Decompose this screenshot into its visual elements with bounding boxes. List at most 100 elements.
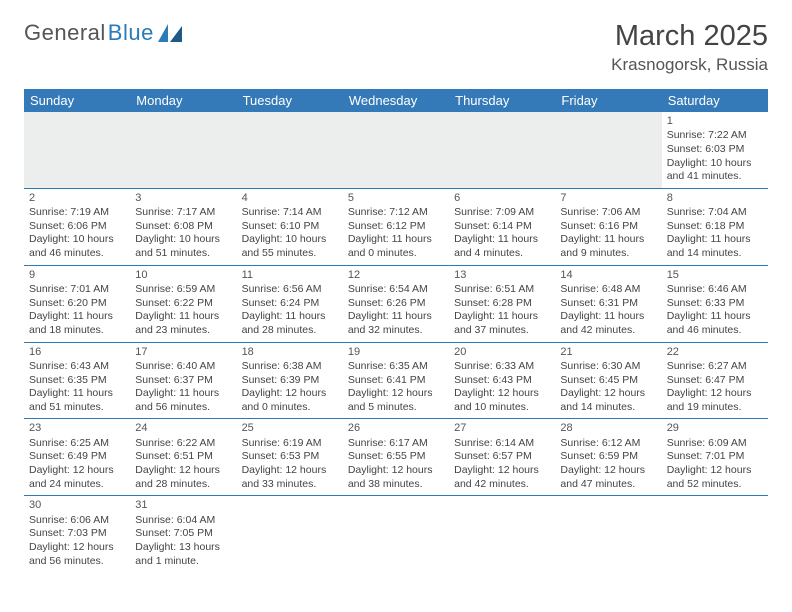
day-detail: Sunset: 6:22 PM xyxy=(135,297,231,311)
day-detail: Sunrise: 6:38 AM xyxy=(242,360,338,374)
day-detail: and 4 minutes. xyxy=(454,247,550,261)
calendar-cell: 27Sunrise: 6:14 AMSunset: 6:57 PMDayligh… xyxy=(449,419,555,496)
day-detail: Daylight: 12 hours xyxy=(348,387,444,401)
day-detail: and 19 minutes. xyxy=(667,401,763,415)
day-detail: Sunrise: 6:09 AM xyxy=(667,437,763,451)
day-detail: Sunset: 6:35 PM xyxy=(29,374,125,388)
day-detail: and 42 minutes. xyxy=(560,324,656,338)
day-detail: Sunset: 6:57 PM xyxy=(454,450,550,464)
day-detail: Daylight: 12 hours xyxy=(667,387,763,401)
day-detail: Daylight: 11 hours xyxy=(348,310,444,324)
day-detail: Sunset: 7:05 PM xyxy=(135,527,231,541)
day-detail: Daylight: 12 hours xyxy=(242,387,338,401)
day-detail: Daylight: 12 hours xyxy=(135,464,231,478)
calendar-cell xyxy=(449,112,555,188)
day-detail: Daylight: 12 hours xyxy=(242,464,338,478)
calendar-cell: 3Sunrise: 7:17 AMSunset: 6:08 PMDaylight… xyxy=(130,188,236,265)
calendar-cell: 21Sunrise: 6:30 AMSunset: 6:45 PMDayligh… xyxy=(555,342,661,419)
day-detail: and 28 minutes. xyxy=(242,324,338,338)
day-detail: Daylight: 12 hours xyxy=(454,387,550,401)
day-detail: Daylight: 11 hours xyxy=(348,233,444,247)
logo-name: General xyxy=(24,20,106,46)
day-detail: Sunrise: 6:06 AM xyxy=(29,514,125,528)
day-number: 12 xyxy=(348,268,444,282)
day-detail: Sunrise: 6:14 AM xyxy=(454,437,550,451)
day-number: 7 xyxy=(560,191,656,205)
day-number: 31 xyxy=(135,498,231,512)
calendar-cell: 26Sunrise: 6:17 AMSunset: 6:55 PMDayligh… xyxy=(343,419,449,496)
day-detail: Sunset: 6:33 PM xyxy=(667,297,763,311)
day-detail: and 51 minutes. xyxy=(29,401,125,415)
day-detail: Sunrise: 6:35 AM xyxy=(348,360,444,374)
day-detail: Daylight: 10 hours xyxy=(242,233,338,247)
day-detail: Sunrise: 7:12 AM xyxy=(348,206,444,220)
day-detail: Daylight: 11 hours xyxy=(454,310,550,324)
day-detail: Daylight: 12 hours xyxy=(560,387,656,401)
day-detail: and 0 minutes. xyxy=(348,247,444,261)
day-detail: Sunrise: 6:22 AM xyxy=(135,437,231,451)
day-detail: and 18 minutes. xyxy=(29,324,125,338)
day-number: 16 xyxy=(29,345,125,359)
day-detail: Sunset: 6:26 PM xyxy=(348,297,444,311)
calendar-cell: 9Sunrise: 7:01 AMSunset: 6:20 PMDaylight… xyxy=(24,265,130,342)
day-detail: and 37 minutes. xyxy=(454,324,550,338)
day-detail: Sunset: 6:14 PM xyxy=(454,220,550,234)
day-detail: Daylight: 12 hours xyxy=(667,464,763,478)
day-detail: Sunset: 6:37 PM xyxy=(135,374,231,388)
day-detail: and 46 minutes. xyxy=(29,247,125,261)
calendar-cell: 2Sunrise: 7:19 AMSunset: 6:06 PMDaylight… xyxy=(24,188,130,265)
day-number: 14 xyxy=(560,268,656,282)
day-detail: and 47 minutes. xyxy=(560,478,656,492)
day-detail: Sunset: 6:10 PM xyxy=(242,220,338,234)
calendar-table: SundayMondayTuesdayWednesdayThursdayFrid… xyxy=(24,89,768,572)
day-number: 13 xyxy=(454,268,550,282)
calendar-cell: 23Sunrise: 6:25 AMSunset: 6:49 PMDayligh… xyxy=(24,419,130,496)
day-detail: Sunset: 6:03 PM xyxy=(667,143,763,157)
day-detail: and 23 minutes. xyxy=(135,324,231,338)
day-detail: and 41 minutes. xyxy=(667,170,763,184)
calendar-cell xyxy=(662,496,768,572)
day-detail: Sunset: 6:20 PM xyxy=(29,297,125,311)
day-detail: Sunset: 6:41 PM xyxy=(348,374,444,388)
day-detail: and 42 minutes. xyxy=(454,478,550,492)
calendar-week: 16Sunrise: 6:43 AMSunset: 6:35 PM Dayligh… xyxy=(24,342,768,419)
calendar-cell: 31Sunrise: 6:04 AMSunset: 7:05 PMDayligh… xyxy=(130,496,236,572)
day-number: 8 xyxy=(667,191,763,205)
day-detail: Sunset: 6:43 PM xyxy=(454,374,550,388)
day-detail: Sunset: 7:03 PM xyxy=(29,527,125,541)
day-detail: and 14 minutes. xyxy=(560,401,656,415)
day-detail: Daylight: 12 hours xyxy=(560,464,656,478)
day-detail: Sunrise: 6:51 AM xyxy=(454,283,550,297)
day-detail: Sunset: 6:18 PM xyxy=(667,220,763,234)
calendar-cell: 5Sunrise: 7:12 AMSunset: 6:12 PMDaylight… xyxy=(343,188,449,265)
day-number: 10 xyxy=(135,268,231,282)
calendar-cell: 22Sunrise: 6:27 AMSunset: 6:47 PMDayligh… xyxy=(662,342,768,419)
day-detail: Sunrise: 7:06 AM xyxy=(560,206,656,220)
day-detail: Daylight: 11 hours xyxy=(135,387,231,401)
day-header: Monday xyxy=(130,89,236,112)
day-detail: Sunrise: 6:27 AM xyxy=(667,360,763,374)
day-number: 30 xyxy=(29,498,125,512)
day-header: Thursday xyxy=(449,89,555,112)
calendar-cell: 18Sunrise: 6:38 AMSunset: 6:39 PMDayligh… xyxy=(237,342,343,419)
calendar-cell xyxy=(237,112,343,188)
day-detail: and 46 minutes. xyxy=(667,324,763,338)
day-detail: Sunrise: 6:30 AM xyxy=(560,360,656,374)
day-detail: Daylight: 11 hours xyxy=(560,310,656,324)
day-detail: and 1 minute. xyxy=(135,555,231,569)
day-detail: Sunset: 6:12 PM xyxy=(348,220,444,234)
day-detail: Sunrise: 7:19 AM xyxy=(29,206,125,220)
calendar-cell: 13Sunrise: 6:51 AMSunset: 6:28 PMDayligh… xyxy=(449,265,555,342)
day-detail: Sunset: 6:55 PM xyxy=(348,450,444,464)
day-detail: and 9 minutes. xyxy=(560,247,656,261)
day-number: 20 xyxy=(454,345,550,359)
day-detail: and 38 minutes. xyxy=(348,478,444,492)
calendar-cell: 17Sunrise: 6:40 AMSunset: 6:37 PMDayligh… xyxy=(130,342,236,419)
day-detail: Daylight: 10 hours xyxy=(29,233,125,247)
logo-accent: Blue xyxy=(108,20,154,46)
day-detail: Sunrise: 6:43 AM xyxy=(29,360,125,374)
day-detail: Sunrise: 6:19 AM xyxy=(242,437,338,451)
calendar-cell: 4Sunrise: 7:14 AMSunset: 6:10 PMDaylight… xyxy=(237,188,343,265)
day-detail: Sunrise: 7:04 AM xyxy=(667,206,763,220)
day-number: 9 xyxy=(29,268,125,282)
